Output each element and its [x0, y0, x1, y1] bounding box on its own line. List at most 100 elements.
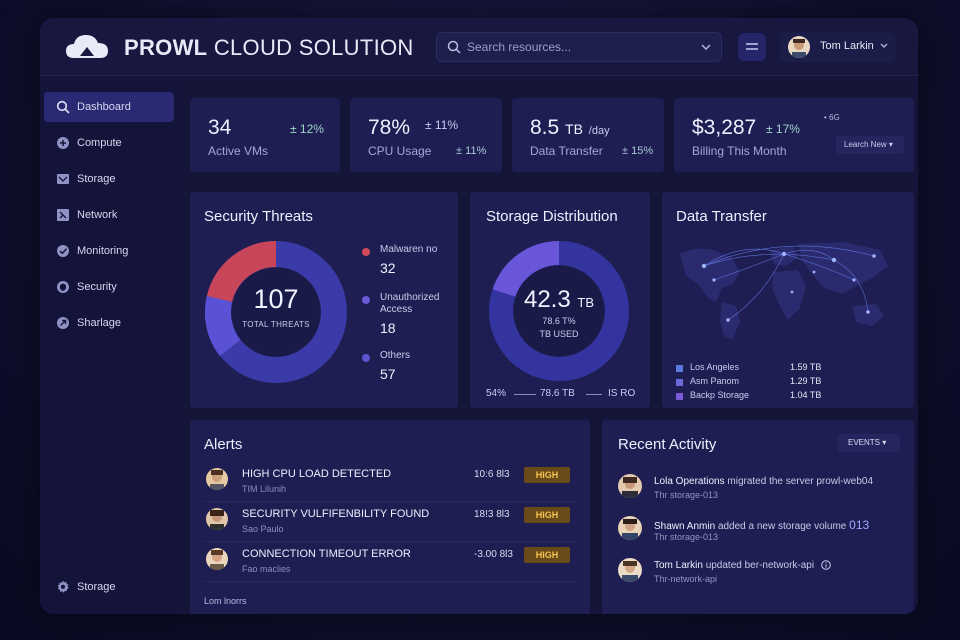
legend-label: Unauthorized Access	[380, 292, 440, 315]
events-filter-dropdown[interactable]: EVENTS ▾	[838, 434, 900, 452]
gear-icon	[57, 580, 69, 593]
sidebar-item-label: Network	[77, 209, 118, 221]
shield-icon	[57, 281, 69, 293]
transfer-label: Backp Storage	[690, 390, 750, 400]
activity-text: Lola Operations migrated the server prow…	[654, 476, 874, 487]
stat-delta-secondary: ± 11%	[456, 145, 487, 157]
sidebar-item-label: Sharlage	[77, 317, 122, 329]
data-transfer-panel: Data Transfer Los Angeles 1.59 TB	[662, 192, 914, 408]
cloud-logo-icon	[66, 35, 108, 58]
stat-value: 8.5 TB /day	[530, 116, 610, 139]
brand-name: PROWL CLOUD SOLUTION	[124, 35, 414, 60]
avatar	[206, 468, 228, 490]
menu-button[interactable]	[738, 33, 766, 61]
storage-footer-right: IS RO	[608, 388, 636, 399]
avatar	[618, 516, 642, 540]
alert-title: SECURITY VULFIFENBILITY FOUND	[242, 508, 430, 520]
legend-swatch	[676, 379, 683, 386]
severity-badge: HIGH	[524, 547, 570, 563]
info-icon[interactable]	[821, 560, 831, 570]
sidebar-item-storage-bottom[interactable]: Storage	[44, 572, 174, 602]
stat-card-cpu-usage: 78% ± 11% CPU Usage ± 11%	[350, 98, 502, 172]
stat-card-data-transfer: 8.5 TB /day Data Transfer ± 15%	[512, 98, 664, 172]
search-icon	[447, 40, 461, 54]
panel-title: Security Threats	[204, 208, 313, 225]
storage-footer-pct: 54%	[486, 388, 507, 399]
check-circle-icon	[57, 245, 69, 257]
panel-title: Storage Distribution	[486, 208, 618, 225]
sidebar-item-label: Storage	[77, 173, 116, 185]
chevron-down-icon[interactable]	[701, 42, 711, 52]
sidebar-item-monitoring[interactable]: Monitoring	[44, 236, 174, 266]
transfer-row: Asm Panom 1.29 TB	[676, 376, 896, 390]
sidebar: Dashboard Compute Storage Network Monito…	[40, 76, 178, 614]
storage-used-value: 78.6 T%	[542, 316, 576, 326]
chevron-down-icon	[880, 43, 888, 48]
legend-dot	[362, 354, 370, 362]
legend-swatch	[676, 393, 683, 400]
activity-item[interactable]: Shawn Anmin added a new storage volume 0…	[618, 514, 908, 550]
divider	[586, 394, 602, 395]
stat-value: 34	[208, 116, 232, 139]
transfer-nodes	[701, 251, 876, 322]
alert-item[interactable]: HIGH CPU LOAD DETECTED TIM Lilunih 10:6 …	[204, 462, 576, 502]
learch-new-button[interactable]: Learch New ▾	[836, 136, 904, 154]
avatar	[206, 508, 228, 530]
top-header: PROWL CLOUD SOLUTION Tom Larkin	[40, 18, 918, 76]
hamburger-icon	[746, 43, 758, 50]
search-input[interactable]	[467, 33, 687, 61]
search-box[interactable]	[436, 32, 722, 62]
continent-north-america	[680, 248, 740, 302]
donut-center	[514, 266, 604, 356]
sidebar-item-sharlage[interactable]: Sharlage	[44, 308, 174, 338]
storage-footer-mid: 78.6 TB	[540, 388, 575, 399]
stat-delta-secondary: ± 15%	[622, 145, 654, 157]
legend-label: Others	[380, 350, 411, 361]
app-window: PROWL CLOUD SOLUTION Tom Larkin	[40, 18, 918, 614]
stat-tiny-label: • 6G	[824, 113, 840, 122]
alert-location: Sao Paulo	[242, 524, 284, 534]
storage-icon	[57, 174, 69, 184]
activity-item[interactable]: Tom Larkin updated ber-network-api Thr-n…	[618, 556, 908, 592]
sidebar-item-compute[interactable]: Compute	[44, 128, 174, 158]
panel-title: Data Transfer	[676, 208, 767, 225]
storage-donut-chart	[489, 241, 629, 381]
alert-time: 18!3 8l3	[474, 509, 510, 520]
transfer-label: Asm Panom	[690, 376, 740, 386]
continent-australia	[852, 304, 884, 326]
sidebar-item-storage[interactable]: Storage	[44, 164, 174, 194]
sidebar-item-label: Security	[77, 281, 117, 293]
alert-title: HIGH CPU LOAD DETECTED	[242, 468, 392, 480]
panel-title: Recent Activity	[618, 436, 717, 453]
legend-label: Malwaren no	[380, 244, 438, 255]
sidebar-item-dashboard[interactable]: Dashboard	[44, 92, 174, 122]
activity-text: Tom Larkin updated ber-network-api	[654, 560, 831, 571]
legend-dot	[362, 296, 370, 304]
stat-card-billing: $3,287 ± 17% Billing This Month • 6G Lea…	[674, 98, 914, 172]
alert-title: CONNECTION TIMEOUT ERROR	[242, 548, 411, 560]
storage-total: 42.3 TB	[523, 286, 594, 313]
stat-label: Active VMs	[208, 144, 269, 158]
activity-item[interactable]: Lola Operations migrated the server prow…	[618, 472, 908, 508]
stat-label: CPU Usage	[368, 144, 432, 158]
alert-item[interactable]: CONNECTION TIMEOUT ERROR Fao maclies -3.…	[204, 542, 576, 582]
stat-label: Data Transfer	[530, 144, 603, 158]
activity-sub: Thr storage-013	[654, 490, 719, 500]
panel-title: Alerts	[204, 436, 243, 453]
avatar	[788, 36, 810, 58]
total-threats-label: TOTAL THREATS	[242, 320, 310, 329]
donut-center	[232, 268, 320, 356]
user-menu[interactable]: Tom Larkin	[780, 32, 896, 62]
donut-slice-malware	[206, 241, 277, 303]
alerts-footer-link[interactable]: Lom lnorrs	[204, 596, 247, 606]
stat-delta: ± 12%	[290, 122, 324, 136]
transfer-label: Los Angeles	[690, 362, 740, 372]
stat-delta: ± 11%	[425, 118, 459, 132]
sidebar-item-security[interactable]: Security	[44, 272, 174, 302]
legend-value: 32	[380, 260, 396, 276]
sidebar-item-network[interactable]: Network	[44, 200, 174, 230]
alert-item[interactable]: SECURITY VULFIFENBILITY FOUND Sao Paulo …	[204, 502, 576, 542]
avatar	[618, 558, 642, 582]
plus-circle-icon	[57, 137, 69, 149]
severity-badge: HIGH	[524, 507, 570, 523]
